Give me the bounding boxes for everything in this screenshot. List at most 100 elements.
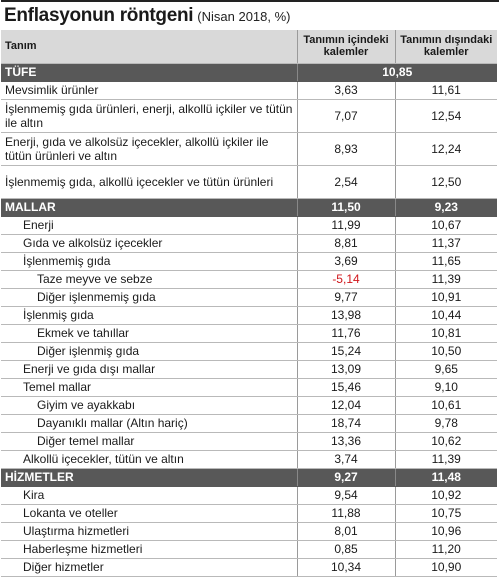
section-label: HİZMETLER — [1, 468, 297, 487]
row-value-inside: 3,74 — [296, 450, 395, 469]
row-value-outside: 10,44 — [394, 306, 497, 325]
row-label: Kira — [1, 486, 297, 505]
row-value-inside: 10,34 — [296, 558, 395, 577]
section-value-outside: 11,48 — [394, 468, 497, 487]
row-value-inside: 9,77 — [296, 288, 395, 307]
row-value-inside: 7,07 — [296, 99, 395, 133]
row-label: Temel mallar — [1, 378, 297, 397]
row-label: Diğer hizmetler — [1, 558, 297, 577]
row-label: Enerji — [1, 216, 297, 235]
table-row: İşlenmemiş gıda, alkollü içecekler ve tü… — [1, 165, 497, 199]
row-value-inside: 15,24 — [296, 342, 395, 361]
table-row: Ulaştırma hizmetleri 8,01 10,96 — [1, 522, 497, 541]
row-value-outside: 12,24 — [394, 132, 497, 166]
row-value-outside: 10,50 — [394, 342, 497, 361]
header-outside-items: Tanımın dışındaki kalemler — [394, 30, 497, 64]
row-label: Dayanıklı mallar (Altın hariç) — [1, 414, 297, 433]
row-value-inside: 3,63 — [296, 81, 395, 100]
row-value-outside: 11,65 — [394, 252, 497, 271]
table-row: Enerji ve gıda dışı mallar 13,09 9,65 — [1, 360, 497, 379]
section-value-inside: 11,50 — [296, 198, 395, 217]
table-row: Temel mallar 15,46 9,10 — [1, 378, 497, 397]
row-value-outside: 10,81 — [394, 324, 497, 343]
table-row: Dayanıklı mallar (Altın hariç) 18,74 9,78 — [1, 414, 497, 433]
row-value-outside: 11,39 — [394, 450, 497, 469]
row-value-outside: 10,90 — [394, 558, 497, 577]
row-value-inside: -5,14 — [296, 270, 395, 289]
header-definition: Tanım — [1, 30, 297, 64]
row-value-inside: 11,99 — [296, 216, 395, 235]
table-row: Enerji, gıda ve alkolsüz içecekler, alko… — [1, 132, 497, 166]
table-row: Diğer hizmetler 10,34 10,90 — [1, 558, 497, 577]
row-value-inside: 13,09 — [296, 360, 395, 379]
section-row-mallar: MALLAR 11,50 9,23 — [1, 198, 497, 217]
header-inside-items: Tanımın içindeki kalemler — [296, 30, 395, 64]
row-label: İşlenmemiş gıda — [1, 252, 297, 271]
row-label: Alkollü içecekler, tütün ve altın — [1, 450, 297, 469]
title-bar: Enflasyonun röntgeni (Nisan 2018, %) — [1, 0, 499, 30]
row-value-outside: 11,61 — [394, 81, 497, 100]
row-value-inside: 3,69 — [296, 252, 395, 271]
section-row-hizmetler: HİZMETLER 9,27 11,48 — [1, 468, 497, 487]
table-row: Kira 9,54 10,92 — [1, 486, 497, 505]
row-value-inside: 8,93 — [296, 132, 395, 166]
section-row-tufe: TÜFE 10,85 — [1, 63, 497, 82]
section-label: MALLAR — [1, 198, 297, 217]
row-label: İşlenmemiş gıda ürünleri, enerji, alkoll… — [1, 99, 297, 133]
row-value-inside: 18,74 — [296, 414, 395, 433]
row-value-outside: 11,39 — [394, 270, 497, 289]
table-row: Gıda ve alkolsüz içecekler 8,81 11,37 — [1, 234, 497, 253]
table-row: Diğer işlenmemiş gıda 9,77 10,91 — [1, 288, 497, 307]
row-value-outside: 9,65 — [394, 360, 497, 379]
row-label: Enerji ve gıda dışı mallar — [1, 360, 297, 379]
row-value-outside: 10,67 — [394, 216, 497, 235]
table-row: Mevsimlik ürünler 3,63 11,61 — [1, 81, 497, 100]
section-value-outside: 9,23 — [394, 198, 497, 217]
row-value-inside: 0,85 — [296, 540, 395, 559]
table-row: Diğer temel mallar 13,36 10,62 — [1, 432, 497, 451]
row-value-inside: 2,54 — [296, 165, 395, 199]
row-label: Diğer işlenmiş gıda — [1, 342, 297, 361]
row-value-inside: 15,46 — [296, 378, 395, 397]
row-value-inside: 12,04 — [296, 396, 395, 415]
table-row: Enerji 11,99 10,67 — [1, 216, 497, 235]
row-value-outside: 10,92 — [394, 486, 497, 505]
row-value-inside: 13,36 — [296, 432, 395, 451]
row-label: Ulaştırma hizmetleri — [1, 522, 297, 541]
row-value-outside: 9,78 — [394, 414, 497, 433]
inflation-table: Tanım Tanımın içindeki kalemler Tanımın … — [1, 30, 497, 577]
table-row: Lokanta ve oteller 11,88 10,75 — [1, 504, 497, 523]
row-label: İşlenmemiş gıda, alkollü içecekler ve tü… — [1, 165, 297, 199]
row-label: Diğer temel mallar — [1, 432, 297, 451]
row-label: Haberleşme hizmetleri — [1, 540, 297, 559]
row-value-outside: 10,61 — [394, 396, 497, 415]
table-row: Giyim ve ayakkabı 12,04 10,61 — [1, 396, 497, 415]
section-value-inside: 9,27 — [296, 468, 395, 487]
section-value: 10,85 — [296, 63, 497, 82]
row-value-outside: 10,91 — [394, 288, 497, 307]
table-row: Haberleşme hizmetleri 0,85 11,20 — [1, 540, 497, 559]
page-subtitle: (Nisan 2018, %) — [197, 8, 291, 24]
row-label: Gıda ve alkolsüz içecekler — [1, 234, 297, 253]
table-row: Alkollü içecekler, tütün ve altın 3,74 11,… — [1, 450, 497, 469]
table-row: İşlenmemiş gıda 3,69 11,65 — [1, 252, 497, 271]
row-value-outside: 10,75 — [394, 504, 497, 523]
row-value-inside: 8,01 — [296, 522, 395, 541]
row-value-outside: 12,50 — [394, 165, 497, 199]
row-value-outside: 12,54 — [394, 99, 497, 133]
row-value-outside: 11,20 — [394, 540, 497, 559]
row-value-outside: 10,62 — [394, 432, 497, 451]
table-row: Taze meyve ve sebze -5,14 11,39 — [1, 270, 497, 289]
row-value-inside: 9,54 — [296, 486, 395, 505]
row-label: Taze meyve ve sebze — [1, 270, 297, 289]
row-value-outside: 11,37 — [394, 234, 497, 253]
row-label: Lokanta ve oteller — [1, 504, 297, 523]
table-row: İşlenmiş gıda 13,98 10,44 — [1, 306, 497, 325]
row-value-inside: 11,76 — [296, 324, 395, 343]
row-label: Mevsimlik ürünler — [1, 81, 297, 100]
row-label: Ekmek ve tahıllar — [1, 324, 297, 343]
table-row: Ekmek ve tahıllar 11,76 10,81 — [1, 324, 497, 343]
row-value-inside: 13,98 — [296, 306, 395, 325]
page-title: Enflasyonun röntgeni — [4, 5, 194, 26]
